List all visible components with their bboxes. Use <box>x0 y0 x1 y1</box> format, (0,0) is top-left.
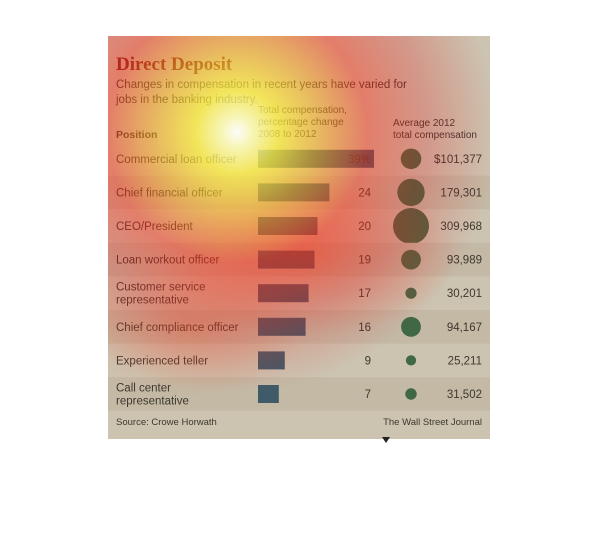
average-bubble <box>405 355 417 366</box>
change-bar <box>258 284 309 303</box>
change-bar <box>258 183 330 202</box>
source-note: Source: Crowe Horwath <box>116 417 217 428</box>
mouse-cursor-icon <box>382 437 390 443</box>
category-label: CEO/President <box>116 221 194 233</box>
change-value-label: 16 <box>358 322 371 334</box>
average-value-label: 309,968 <box>440 221 482 233</box>
change-value-label: 24 <box>358 187 371 199</box>
category-label: Experienced teller <box>116 355 208 367</box>
change-value-label: 20 <box>358 221 371 233</box>
average-value-label: 31,502 <box>447 389 482 401</box>
change-value-label: 9 <box>365 355 371 367</box>
average-value-label: 30,201 <box>447 288 482 300</box>
average-bubble <box>405 388 417 400</box>
average-bubble <box>400 148 422 170</box>
average-column-header: Average 2012 total compensation <box>393 118 477 141</box>
average-bubble <box>405 287 417 299</box>
position-column-header: Position <box>116 129 157 141</box>
category-label: Chief compliance officer <box>116 322 239 334</box>
category-label: Commercial loan officer <box>116 154 237 166</box>
chart-svg: Direct Deposit Changes in compensation in… <box>108 54 490 428</box>
change-bar <box>258 385 279 403</box>
average-bubble <box>401 249 421 270</box>
change-bar <box>258 351 285 370</box>
chart-panel: Direct Deposit Changes in compensation in… <box>108 36 490 439</box>
average-value-label: 93,989 <box>447 255 482 267</box>
average-value-label: 25,211 <box>448 355 482 367</box>
category-label: Loan workout officer <box>116 255 220 267</box>
category-label: Chief financial officer <box>116 187 223 199</box>
change-column-header: Total compensation, percentage change 2008… <box>258 105 347 140</box>
change-value-label: 7 <box>365 389 371 401</box>
average-value-label: $101,377 <box>434 154 482 166</box>
change-value-label: 19 <box>358 255 371 267</box>
change-value-label: 39% <box>348 154 371 166</box>
chart-subtitle: Changes in compensation in recent years … <box>115 79 407 106</box>
category-label: Customer service representative <box>116 282 205 307</box>
change-value-label: 17 <box>358 288 371 300</box>
chart-title: Direct Deposit <box>116 54 233 75</box>
change-bar <box>258 217 318 235</box>
average-value-label: 94,167 <box>447 322 482 334</box>
change-bar <box>258 250 315 269</box>
credit-note: The Wall Street Journal <box>383 417 482 428</box>
average-bubble <box>401 316 421 337</box>
average-bubble <box>393 208 429 244</box>
average-value-label: 179,301 <box>440 187 482 199</box>
change-bar <box>258 317 306 336</box>
average-bubble <box>397 178 425 207</box>
